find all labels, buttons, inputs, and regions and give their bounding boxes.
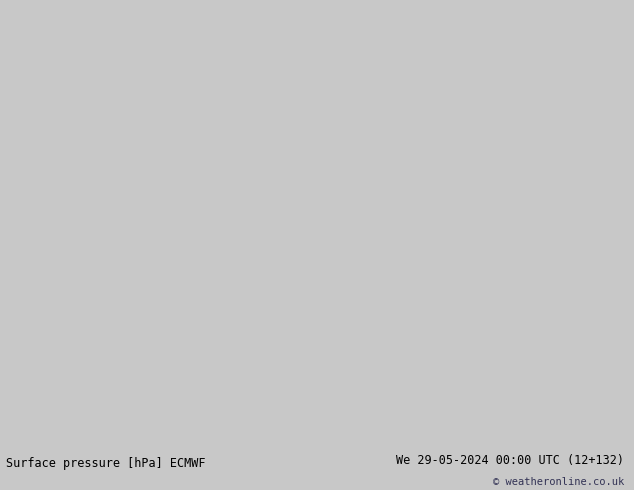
Text: Surface pressure [hPa] ECMWF: Surface pressure [hPa] ECMWF bbox=[6, 457, 206, 470]
Text: We 29-05-2024 00:00 UTC (12+132): We 29-05-2024 00:00 UTC (12+132) bbox=[396, 454, 624, 467]
Text: © weatheronline.co.uk: © weatheronline.co.uk bbox=[493, 477, 624, 487]
